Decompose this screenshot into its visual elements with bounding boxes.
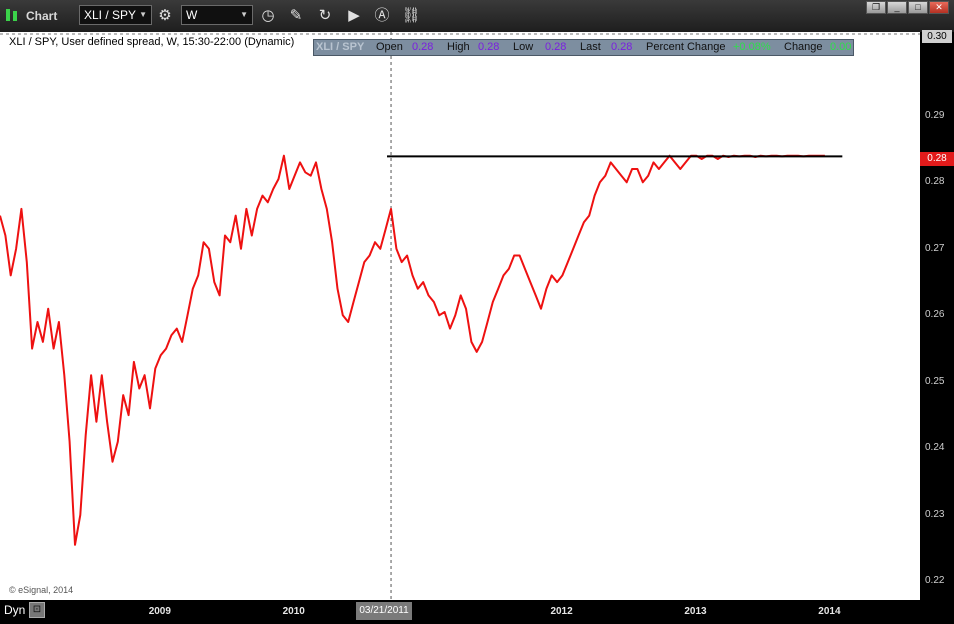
window-titlebar: Chart XLI / SPY ▼ ⚙ W ▼ ◷ ✎ ↻ ▶ Ⓐ ⛓ ❐ _ □ … — [0, 0, 954, 32]
symbol-field[interactable]: XLI / SPY ▼ — [79, 5, 152, 25]
window-title: Chart — [26, 9, 58, 23]
chart-description: XLI / SPY, User defined spread, W, 15:30… — [9, 36, 295, 48]
high-label: High — [447, 41, 470, 53]
clock-icon[interactable]: ◷ — [261, 7, 275, 24]
x-tick-label: 2014 — [818, 606, 841, 617]
high-value: 0.28 — [478, 41, 500, 53]
pencil-icon[interactable]: ✎ — [289, 7, 303, 24]
minimize-icon[interactable]: _ — [887, 1, 907, 14]
interval-field[interactable]: W ▼ — [181, 5, 253, 25]
play-icon[interactable]: ▶ — [348, 7, 360, 24]
lock-icon[interactable]: ⊡ — [29, 602, 45, 618]
y-tick-label: 0.25 — [925, 375, 945, 387]
maximize-icon[interactable]: □ — [908, 1, 928, 14]
link-icon[interactable]: ⛓ — [401, 7, 421, 24]
cursor-date-label: 03/21/2011 — [356, 602, 412, 620]
percent-change-label: Percent Change — [646, 41, 726, 53]
symbol-text: XLI / SPY — [84, 8, 137, 22]
close-icon[interactable]: ✕ — [929, 1, 949, 14]
chevron-down-icon[interactable]: ▼ — [240, 10, 248, 19]
chevron-down-icon[interactable]: ▼ — [139, 10, 147, 19]
series-line-0[interactable] — [0, 154, 825, 546]
auto-scale-icon[interactable]: Ⓐ — [374, 7, 390, 24]
plot-area[interactable]: XLI / SPY, User defined spread, W, 15:30… — [0, 32, 920, 600]
refresh-icon[interactable]: ↻ — [318, 7, 332, 24]
copyright-text: © eSignal, 2014 — [9, 585, 74, 595]
change-value: 0.00 — [830, 41, 852, 53]
price-scale[interactable] — [920, 32, 954, 600]
chart-app-icon — [6, 9, 17, 21]
last-label: Last — [580, 41, 601, 53]
interval-text: W — [186, 8, 198, 22]
x-tick-label: 2010 — [282, 606, 305, 617]
percent-change-value: +0.08% — [733, 41, 771, 53]
low-label: Low — [513, 41, 534, 53]
last-value: 0.28 — [611, 41, 633, 53]
low-value: 0.28 — [545, 41, 567, 53]
current-price-badge: 0.28 — [920, 152, 954, 166]
y-tick-label: 0.24 — [925, 442, 945, 454]
restore-window-icon[interactable]: ❐ — [866, 1, 886, 14]
price-scale-top-label: 0.30 — [922, 30, 952, 43]
y-tick-label: 0.28 — [925, 176, 945, 188]
change-label: Change — [784, 41, 823, 53]
y-tick-label: 0.26 — [925, 309, 945, 321]
open-value: 0.28 — [412, 41, 434, 53]
y-tick-label: 0.22 — [925, 575, 945, 587]
open-label: Open — [376, 41, 403, 53]
x-tick-label: 2013 — [684, 606, 707, 617]
y-tick-label: 0.23 — [925, 508, 945, 520]
settings-gear-icon[interactable]: ⚙ — [158, 7, 172, 24]
x-tick-label: 2012 — [550, 606, 573, 617]
x-tick-label: 2009 — [148, 606, 171, 617]
databox-symbol: XLI / SPY — [316, 41, 365, 53]
price-chart[interactable] — [0, 32, 920, 600]
y-tick-label: 0.27 — [925, 242, 945, 254]
y-tick-label: 0.29 — [925, 109, 945, 121]
dynamic-mode-label: Dyn — [4, 603, 26, 617]
data-box: XLI / SPY Open 0.28 High 0.28 Low 0.28 L… — [313, 39, 854, 56]
